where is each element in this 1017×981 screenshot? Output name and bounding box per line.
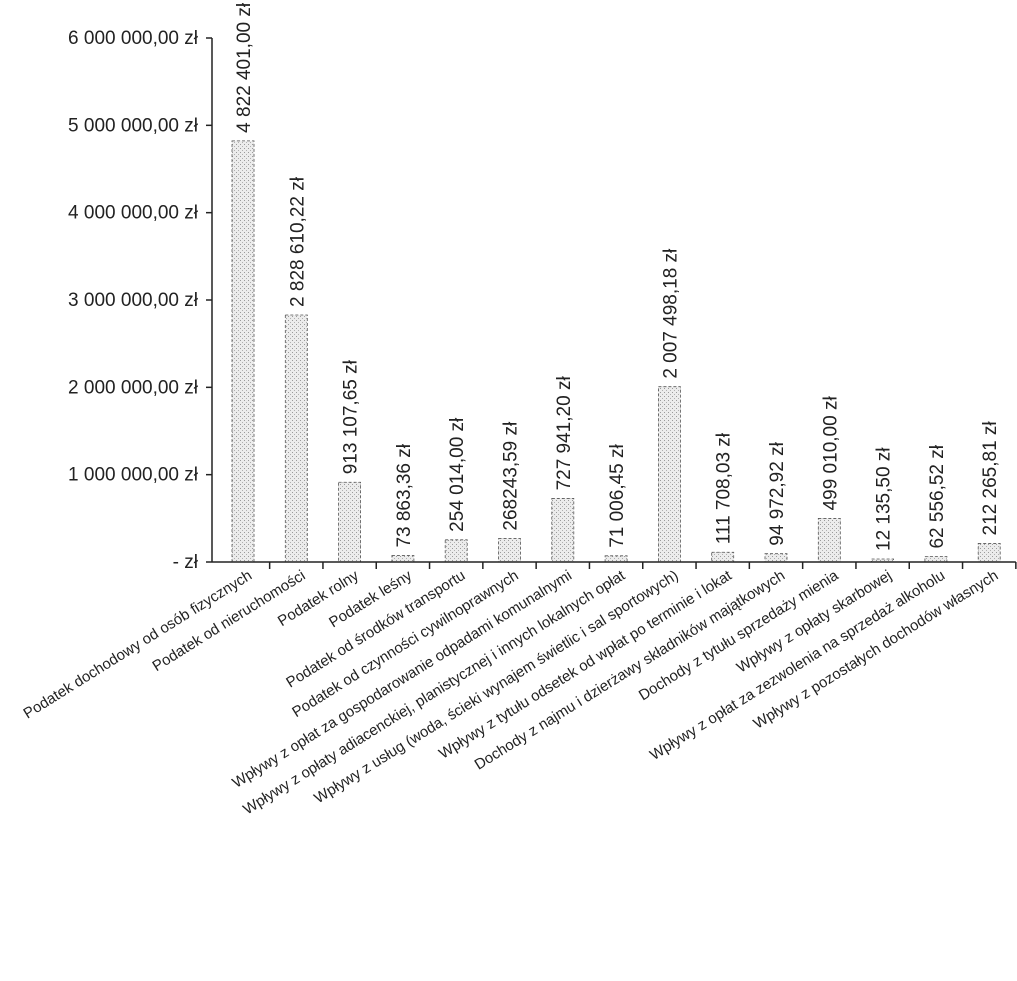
data-label: 12 135,50 zł [874,447,895,551]
x-axis-labels-group: Podatek dochodowy od osób fizycznychPoda… [21,567,1002,819]
data-label: 111 708,03 zł [714,432,735,544]
y-tick-label: 3 000 000,00 zł [68,290,199,311]
bar [444,539,468,563]
category-label: Podatek dochodowy od osób fizycznych [21,567,256,722]
data-labels-group: 4 822 401,00 zł 2 828 610,22 zł 913 107,65… [234,2,1001,551]
data-label: 2 007 498,18 zł [660,248,681,379]
bar [284,314,308,563]
bar [231,140,255,563]
data-label: 4 822 401,00 zł [234,2,255,133]
data-label: 499 010,00 zł [820,396,841,511]
bar [338,481,362,563]
y-tick-label: 5 000 000,00 zł [68,115,199,136]
data-label: 268243,59 zł [501,421,522,531]
data-label: 94 972,92 zł [767,441,788,545]
y-axis-ticks: - zł 1 000 000,00 zł 2 000 000,00 zł 3 000 … [68,28,212,573]
data-label: 254 014,00 zł [447,417,468,532]
y-tick-label: - zł [173,552,199,573]
data-label: 212 265,81 zł [980,421,1001,536]
bar [498,538,521,563]
data-label: 62 556,52 zł [927,444,948,548]
data-label: 71 006,45 zł [607,443,628,547]
bar [924,556,948,563]
bar [764,553,788,563]
bar [604,555,628,563]
bar [551,498,575,563]
data-label: 913 107,65 zł [341,359,362,474]
y-tick-label: 1 000 000,00 zł [68,465,199,486]
data-label: 73 863,36 zł [394,443,415,547]
bar [711,551,735,563]
x-axis-ticks [268,562,1017,569]
y-tick-label: 6 000 000,00 zł [68,28,199,49]
bar [391,555,415,563]
data-label: 727 941,20 zł [554,376,575,491]
bar [817,518,841,563]
bar [658,386,681,563]
y-tick-label: 4 000 000,00 zł [68,203,199,224]
bar [977,543,1001,563]
y-tick-label: 2 000 000,00 zł [68,377,199,398]
data-label: 2 828 610,22 zł [287,176,308,307]
